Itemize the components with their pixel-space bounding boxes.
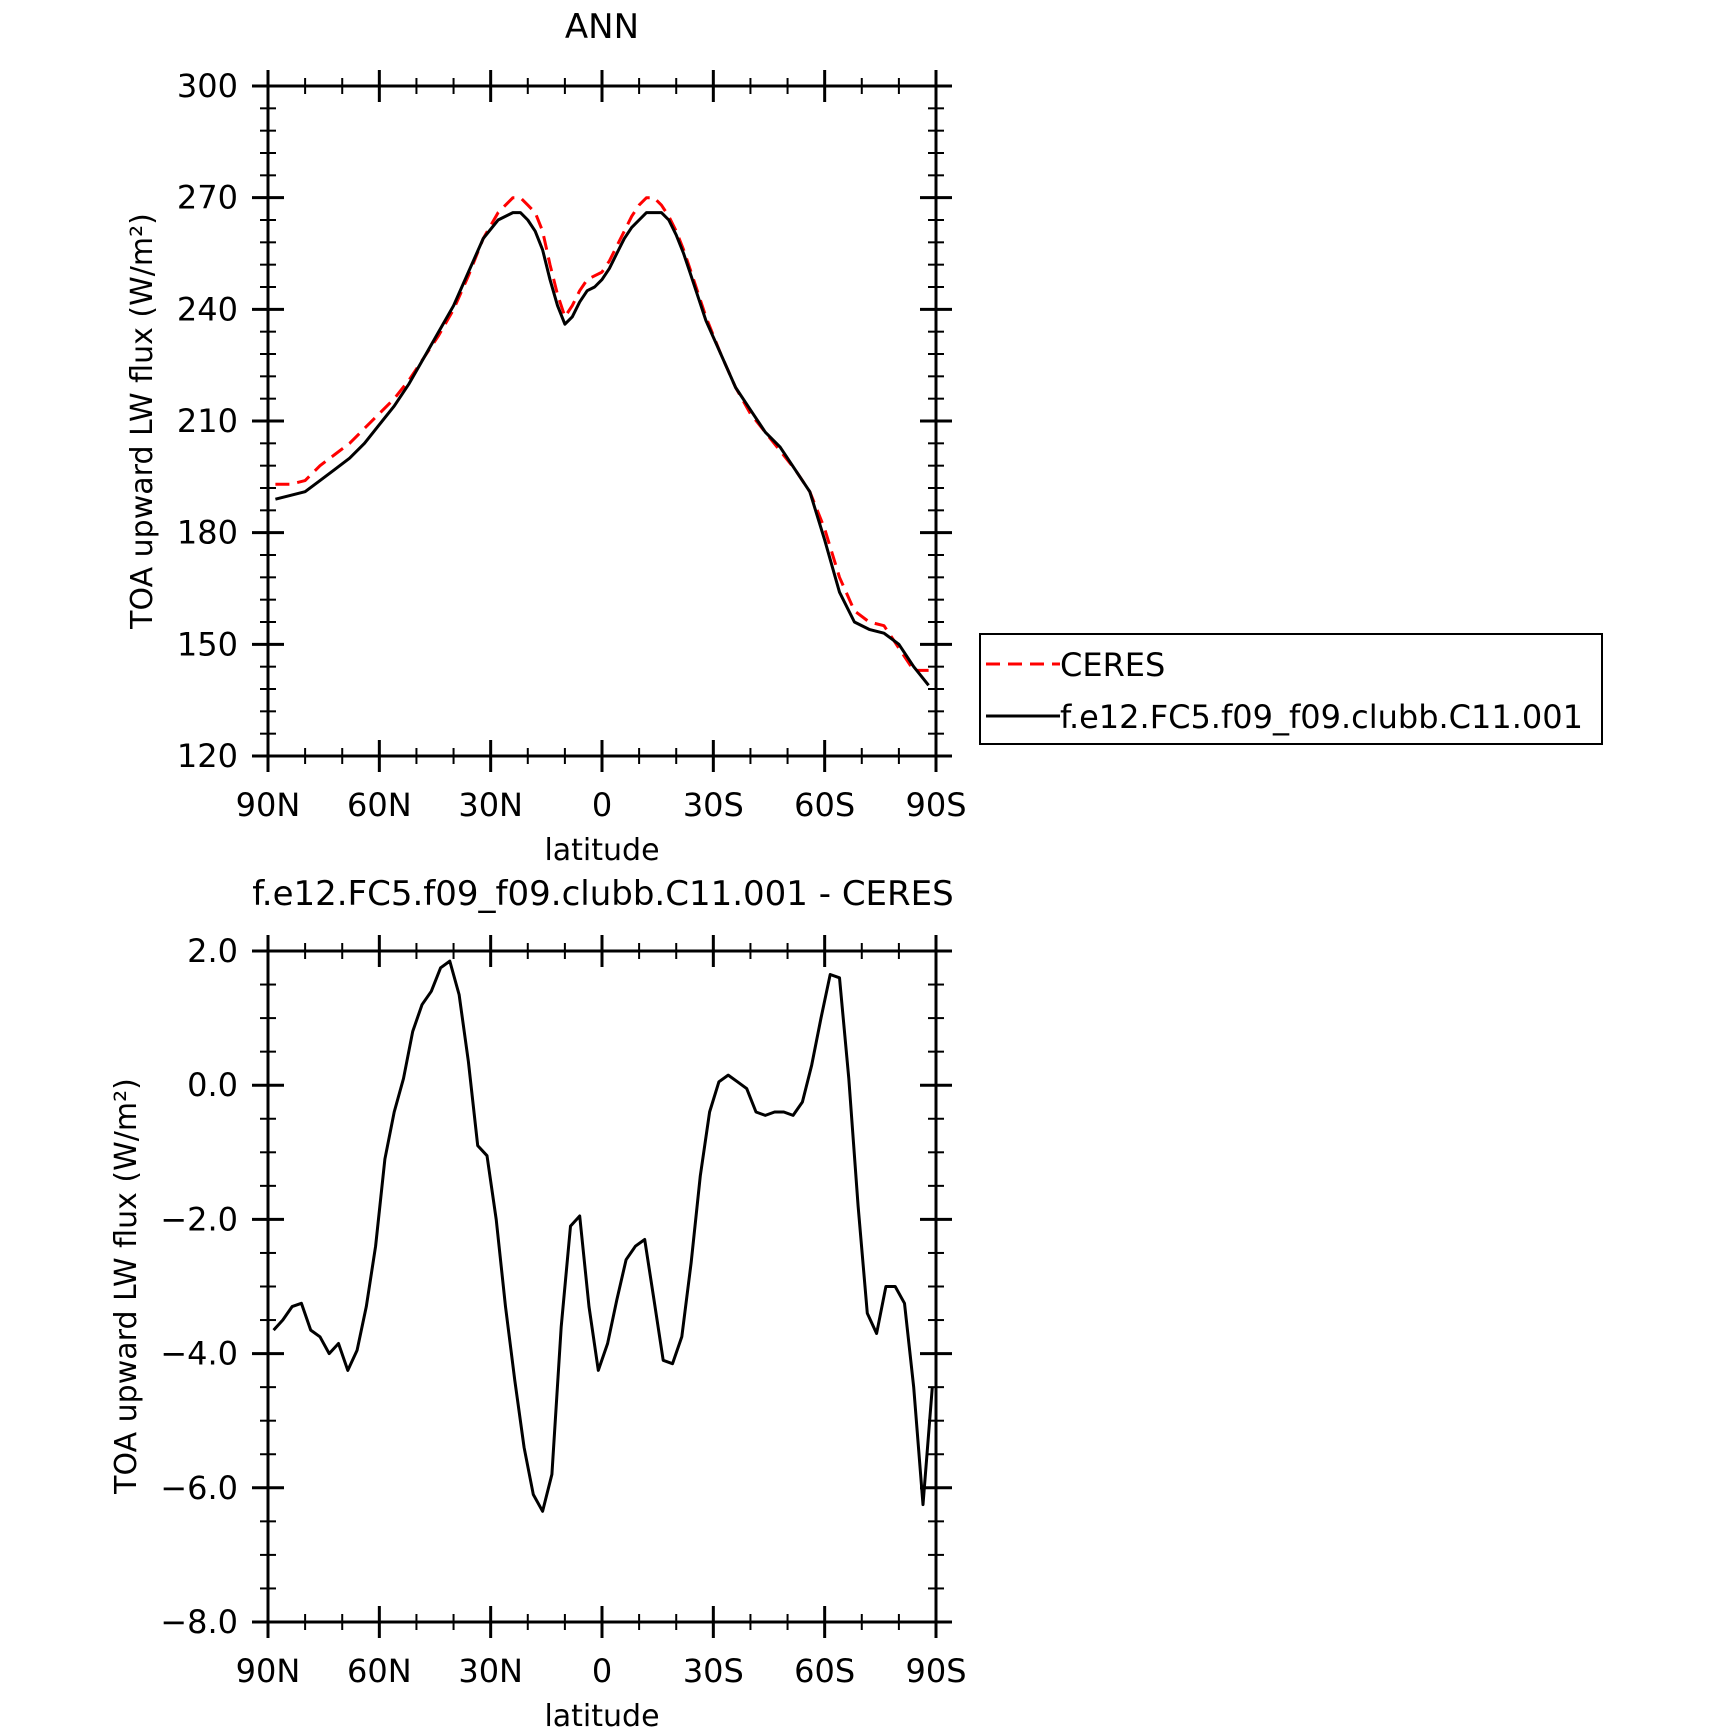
top-series-group [275,196,930,687]
top-x-tick-labels: 90N 60N 30N 0 30S 60S 90S [236,786,967,824]
bottom-x-axis-label: latitude [544,1699,659,1734]
x-tick-label: 60S [794,1652,855,1690]
x-tick-label: 30N [458,786,523,824]
y-tick-label: 2.0 [187,932,238,970]
x-tick-label: 0 [592,786,612,824]
y-tick-label: 120 [177,737,238,775]
bottom-y-axis-label: TOA upward LW flux (W/m²) [109,1078,144,1495]
top-plot-frame [266,84,938,758]
y-tick-label: 240 [177,290,238,328]
bottom-series-group [272,959,934,1513]
y-tick-label: 0.0 [187,1066,238,1104]
top-chart-title: ANN [565,7,639,47]
legend: CERES f.e12.FC5.f09_f09.clubb.C11.001 [979,633,1603,745]
x-tick-label: 90S [905,1652,966,1690]
legend-label-ceres: CERES [1060,646,1165,684]
x-tick-label: 90N [236,1652,301,1690]
y-tick-label: −2.0 [160,1200,238,1238]
x-tick-label: 90N [236,786,301,824]
bottom-panel: f.e12.FC5.f09_f09.clubb.C11.001 - CERES … [109,874,967,1734]
x-tick-label: 30N [458,1652,523,1690]
x-tick-label: 90S [905,786,966,824]
x-tick-label: 30S [683,1652,744,1690]
x-tick-label: 60N [347,1652,412,1690]
x-tick-label: 60S [794,786,855,824]
top-tick-marks [252,70,952,772]
bottom-tick-marks [252,935,952,1638]
top-y-tick-labels: 120 150 180 210 240 270 300 [177,67,238,775]
y-tick-label: −4.0 [160,1335,238,1373]
x-tick-label: 60N [347,786,412,824]
legend-box [979,633,1603,745]
y-tick-label: −6.0 [160,1469,238,1507]
y-tick-label: 270 [177,179,238,217]
top-y-axis-label: TOA upward LW flux (W/m²) [125,213,160,630]
y-tick-label: 150 [177,625,238,663]
x-tick-label: 30S [683,786,744,824]
y-tick-label: 180 [177,514,238,552]
top-x-axis-label: latitude [544,833,659,868]
y-tick-label: 210 [177,402,238,440]
y-tick-label: 300 [177,67,238,105]
series-line-top-1 [275,211,930,687]
bottom-x-tick-labels: 90N 60N 30N 0 30S 60S 90S [236,1652,967,1690]
legend-label-model: f.e12.FC5.f09_f09.clubb.C11.001 [1060,698,1583,736]
x-tick-label: 0 [592,1652,612,1690]
series-line-bot-0 [272,959,934,1513]
bottom-chart-title: f.e12.FC5.f09_f09.clubb.C11.001 - CERES [252,874,953,914]
y-tick-label: −8.0 [160,1603,238,1641]
bottom-y-tick-labels: −8.0 −6.0 −4.0 −2.0 0.0 2.0 [160,932,238,1641]
top-panel: ANN 120 150 180 210 240 270 300 90N 60N 30N 0 30S 6… [125,7,967,868]
